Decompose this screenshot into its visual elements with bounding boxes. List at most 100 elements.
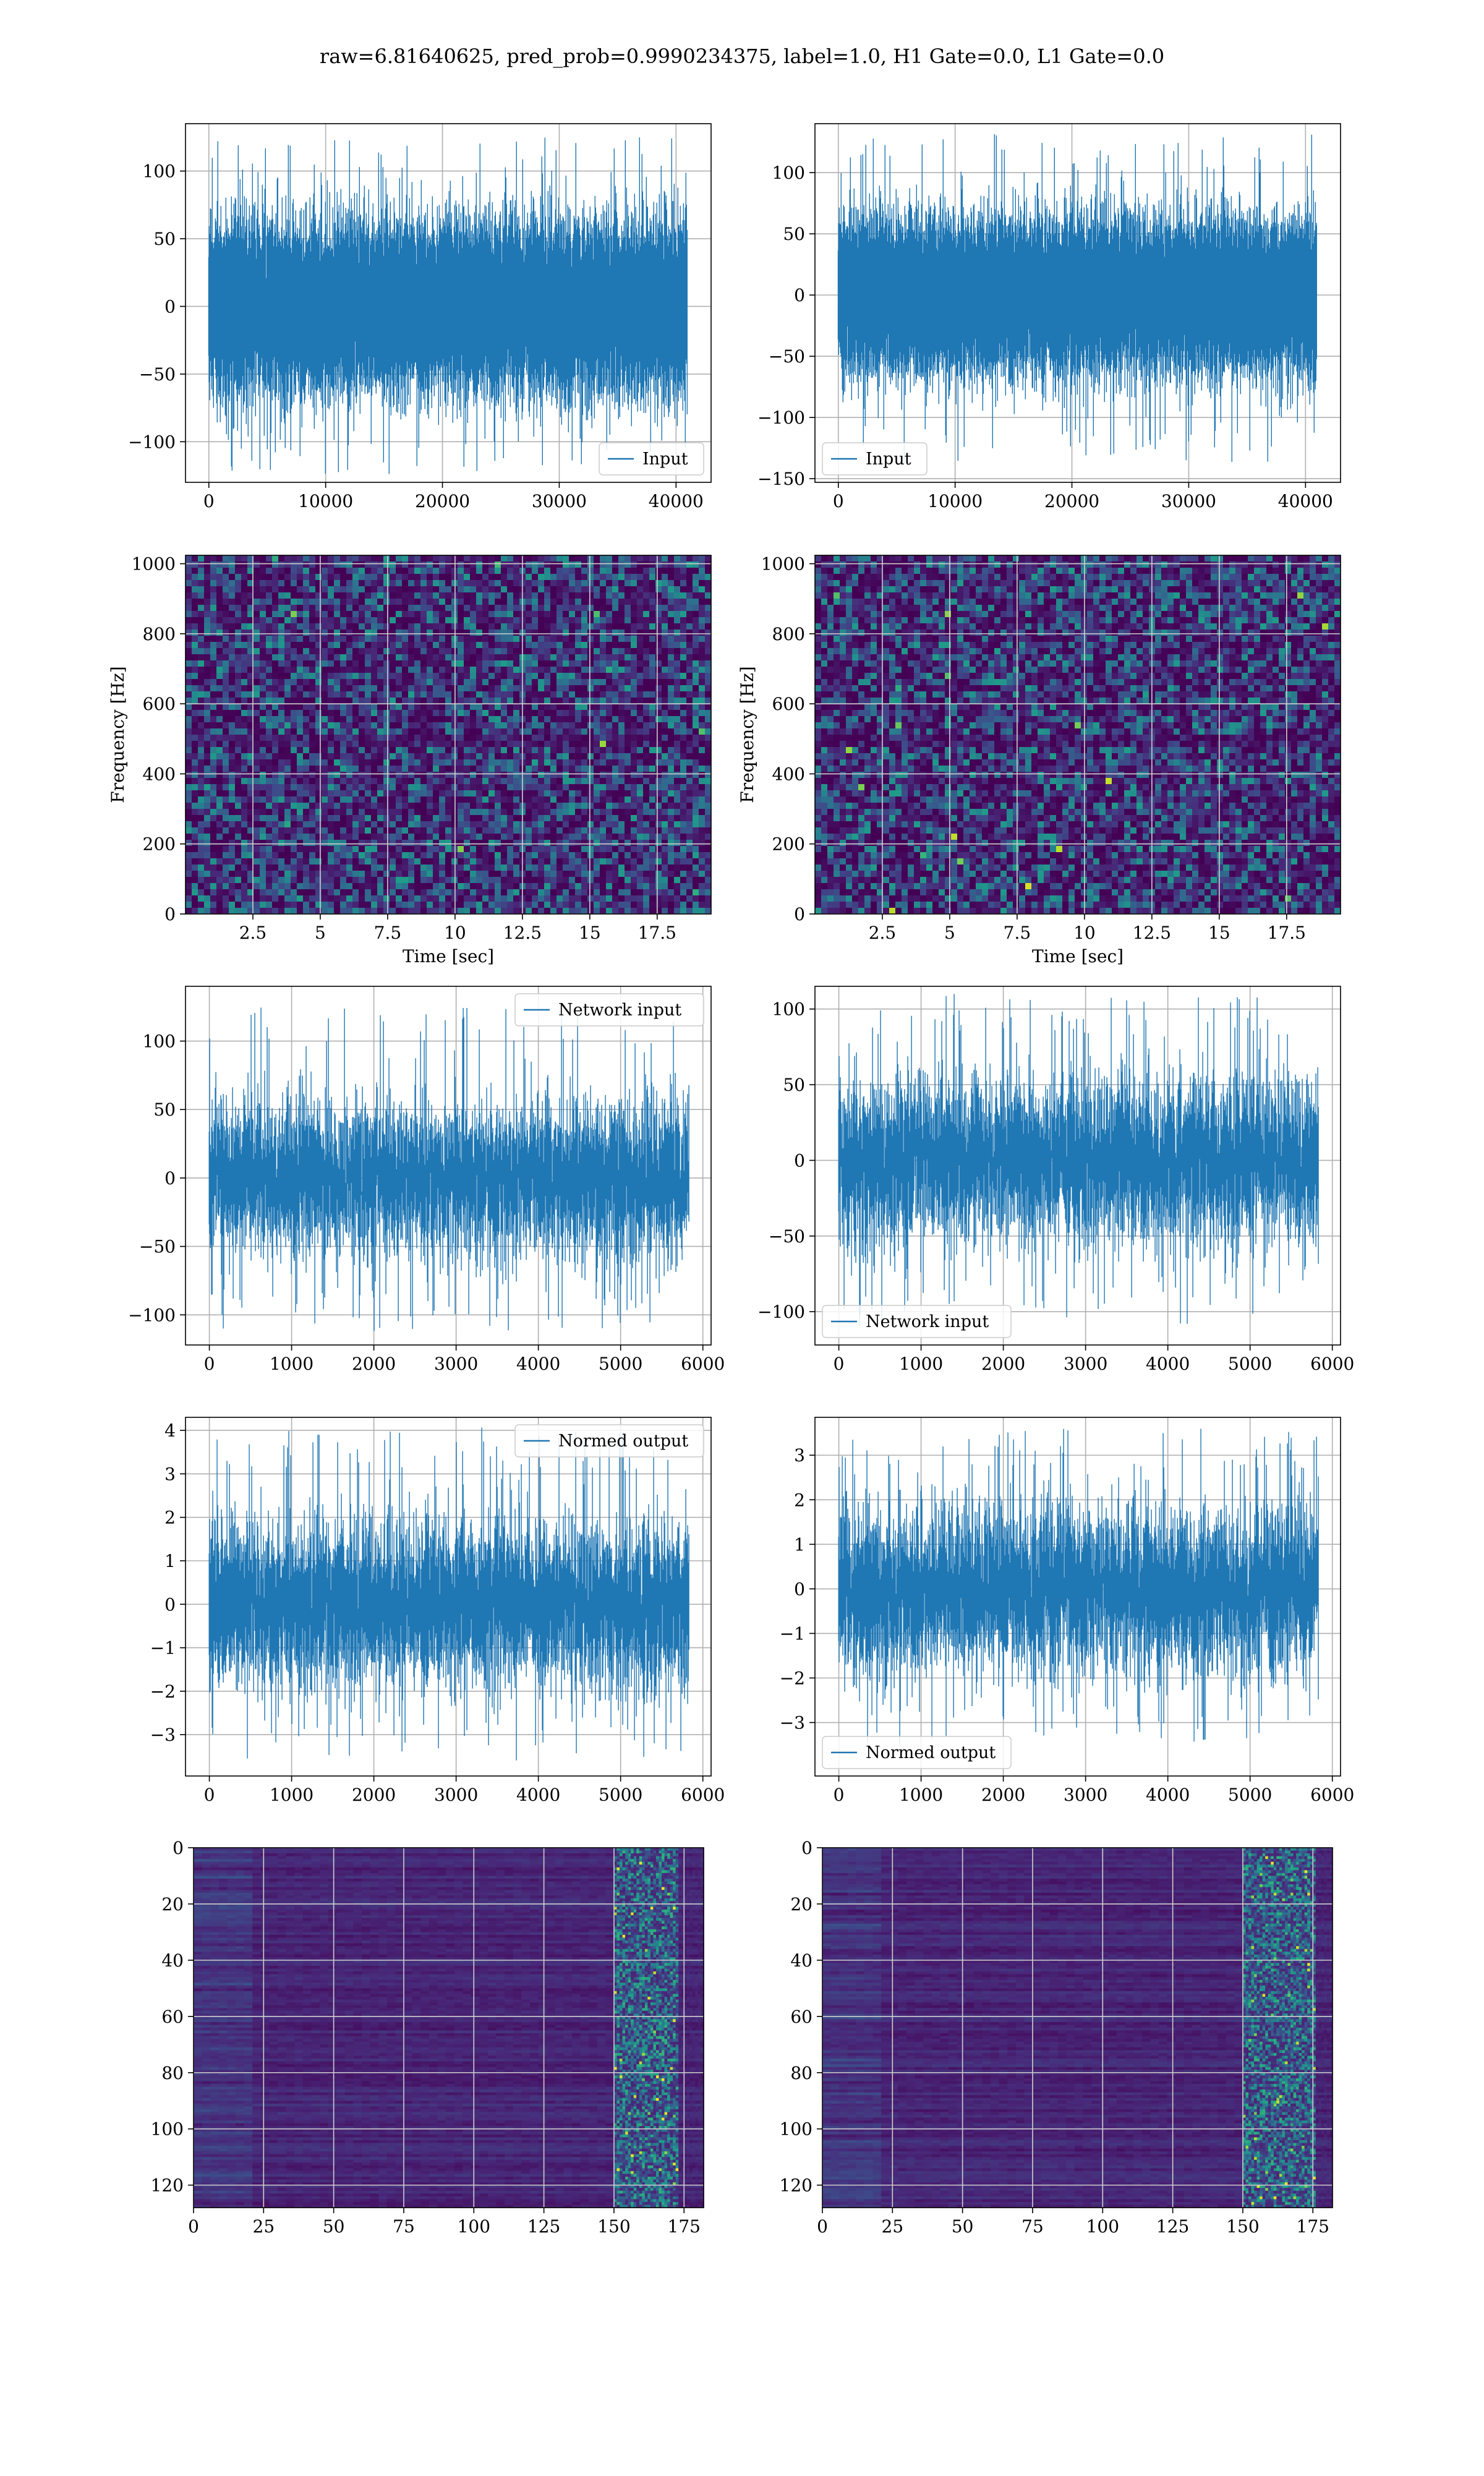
spectrogram-cell xyxy=(575,636,582,642)
spectrogram-cell xyxy=(365,784,372,791)
spectrogram-cell xyxy=(266,642,273,649)
spectrogram-cell xyxy=(563,796,569,803)
spectrogram-cell xyxy=(575,685,582,692)
spectrogram-cell xyxy=(192,827,198,834)
spectrogram-cell xyxy=(408,889,415,896)
spectrogram-cell xyxy=(513,592,520,599)
spectrogram-cell xyxy=(612,902,619,908)
spectrogram-cell xyxy=(587,871,594,877)
spectrogram-cell xyxy=(284,722,291,729)
spectrogram-cell xyxy=(439,716,446,723)
spectrogram-cell xyxy=(587,592,594,599)
spectrogram-cell xyxy=(544,877,551,884)
spectrogram-cell xyxy=(414,580,421,587)
spectrogram-cell xyxy=(396,679,403,686)
spectrogram-cell xyxy=(309,815,316,822)
spectrogram-cell xyxy=(587,858,594,865)
spectrogram-cell xyxy=(346,803,353,809)
spectrogram-cell xyxy=(359,691,365,698)
spectrogram-cell xyxy=(266,834,273,840)
spectrogram-cell xyxy=(649,617,656,624)
spectrogram-cell xyxy=(272,871,279,877)
spectrogram-cell xyxy=(309,902,316,908)
spectrogram-cell xyxy=(569,741,576,748)
spectrogram-cell xyxy=(383,716,390,723)
spectrogram-cell xyxy=(334,766,341,772)
spectrogram-cell xyxy=(192,852,198,859)
spectrogram-cell xyxy=(309,636,316,642)
spectrogram-cell xyxy=(513,871,520,877)
spectrogram-cell xyxy=(532,902,539,908)
spectrogram-cell xyxy=(606,654,613,661)
spectrogram-cell xyxy=(680,673,687,680)
spectrogram-cell xyxy=(513,654,520,661)
spectrogram-cell xyxy=(192,568,198,574)
spectrogram-cell xyxy=(686,673,693,680)
spectrogram-cell xyxy=(575,871,582,877)
spectrogram-cell xyxy=(414,611,421,618)
spectrogram-cell xyxy=(340,592,347,599)
spectrogram-cell xyxy=(192,636,198,642)
spectrogram-cell xyxy=(556,883,563,890)
spectrogram-cell xyxy=(680,827,687,834)
spectrogram-cell xyxy=(587,753,594,760)
spectrogram-cell xyxy=(192,796,198,803)
spectrogram-cell xyxy=(390,889,396,896)
spectrogram-cell xyxy=(458,883,464,890)
spectrogram-cell xyxy=(408,784,415,791)
spectrogram-cell xyxy=(291,648,297,655)
spectrogram-cell xyxy=(587,815,594,822)
spectrogram-cell xyxy=(482,809,489,816)
spectrogram-cell xyxy=(352,722,359,729)
spectrogram-cell xyxy=(575,846,582,853)
spectrogram-cell xyxy=(631,592,638,599)
spectrogram-cell xyxy=(488,784,495,791)
spectrogram-cell xyxy=(705,555,712,562)
spectrogram-cell xyxy=(284,908,291,915)
spectrogram-cell xyxy=(662,728,668,735)
spectrogram-cell xyxy=(618,611,625,618)
spectrogram-cell xyxy=(631,753,638,760)
spectrogram-cell xyxy=(513,759,520,766)
spectrogram-cell xyxy=(414,784,421,791)
spectrogram-cell xyxy=(284,648,291,655)
spectrogram-cell xyxy=(649,698,656,704)
spectrogram-cell xyxy=(594,908,600,915)
spectrogram-cell xyxy=(556,691,563,698)
spectrogram-cell xyxy=(495,667,501,673)
spectrogram-cell xyxy=(458,685,464,692)
spectrogram-cell xyxy=(334,667,341,673)
spectrogram-cell xyxy=(569,790,576,797)
spectrogram-cell xyxy=(420,698,427,704)
spectrogram-cell xyxy=(328,753,335,760)
spectrogram-cell xyxy=(402,747,409,754)
spectrogram-cell xyxy=(569,871,576,877)
spectrogram-cell xyxy=(538,852,545,859)
spectrogram-cell xyxy=(365,561,372,568)
spectrogram-cell xyxy=(334,778,341,785)
spectrogram-cell xyxy=(390,827,396,834)
spectrogram-cell xyxy=(699,790,706,797)
spectrogram-cell xyxy=(408,704,415,711)
spectrogram-cell xyxy=(402,605,409,612)
spectrogram-cell xyxy=(359,642,365,649)
spectrogram-cell xyxy=(210,722,217,729)
spectrogram-cell xyxy=(223,648,229,655)
spectrogram-cell xyxy=(581,580,588,587)
spectrogram-cell xyxy=(309,759,316,766)
spectrogram-cell xyxy=(346,778,353,785)
spectrogram-cell xyxy=(284,568,291,574)
spectrogram-cell xyxy=(241,803,248,809)
spectrogram-cell xyxy=(501,871,508,877)
spectrogram-cell xyxy=(594,766,600,772)
spectrogram-cell xyxy=(705,864,712,871)
spectrogram-cell xyxy=(235,617,242,624)
spectrogram-cell xyxy=(488,648,495,655)
spectrogram-cell xyxy=(377,679,384,686)
spectrogram-cell xyxy=(309,574,316,581)
spectrogram-cell xyxy=(693,877,699,884)
spectrogram-cell xyxy=(216,846,223,853)
spectrogram-cell xyxy=(699,574,706,581)
spectrogram-cell xyxy=(618,766,625,772)
spectrogram-cell xyxy=(476,908,483,915)
